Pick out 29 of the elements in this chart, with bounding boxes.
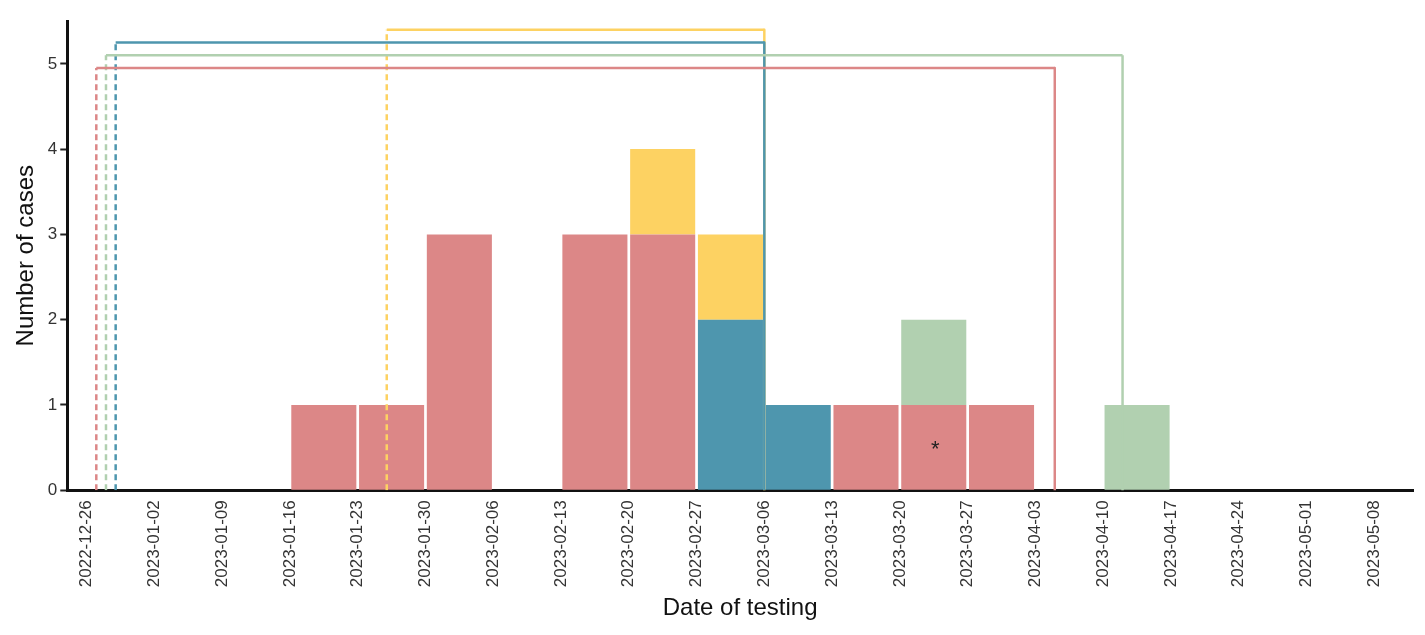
y-tick-label: 3 — [47, 224, 58, 244]
x-tick-label: 2023-05-01 — [1296, 500, 1316, 588]
x-tick-label: 2023-02-20 — [618, 500, 638, 588]
x-tick-label: 2023-04-17 — [1160, 500, 1180, 588]
y-tick-label: 5 — [47, 53, 58, 73]
x-tick-label: 2023-03-06 — [754, 500, 774, 588]
x-tick-label: 2023-03-13 — [821, 500, 841, 588]
x-tick-label: 2023-05-08 — [1363, 500, 1383, 588]
y-tick-label: 4 — [47, 138, 58, 158]
x-tick-label: 2023-01-30 — [415, 500, 435, 588]
y-tick-label: 2 — [47, 309, 58, 329]
x-tick-label: 2023-03-27 — [957, 500, 977, 588]
y-tick-label: 1 — [47, 394, 58, 414]
y-tick-label: 0 — [47, 479, 58, 499]
annotation: * — [930, 436, 940, 462]
y-axis-title: Number of cases — [11, 165, 39, 347]
x-tick-label: 2022-12-26 — [76, 500, 96, 588]
x-tick-label: 2023-02-06 — [482, 500, 502, 588]
x-tick-label: 2023-01-09 — [211, 500, 231, 588]
x-tick-label: 2023-04-10 — [1092, 500, 1112, 588]
x-tick-label: 2023-03-20 — [889, 500, 909, 588]
x-tick-label: 2023-01-02 — [144, 500, 164, 588]
x-tick-label: 2023-04-24 — [1228, 500, 1248, 588]
x-tick-label: 2023-01-23 — [347, 500, 367, 588]
x-tick-label: 2023-01-16 — [279, 500, 299, 588]
x-axis-title: Date of testing — [662, 593, 818, 621]
x-tick-label: 2023-04-03 — [1025, 500, 1045, 588]
x-tick-label: 2023-02-27 — [686, 500, 706, 588]
x-tick-label: 2023-02-13 — [550, 500, 570, 588]
